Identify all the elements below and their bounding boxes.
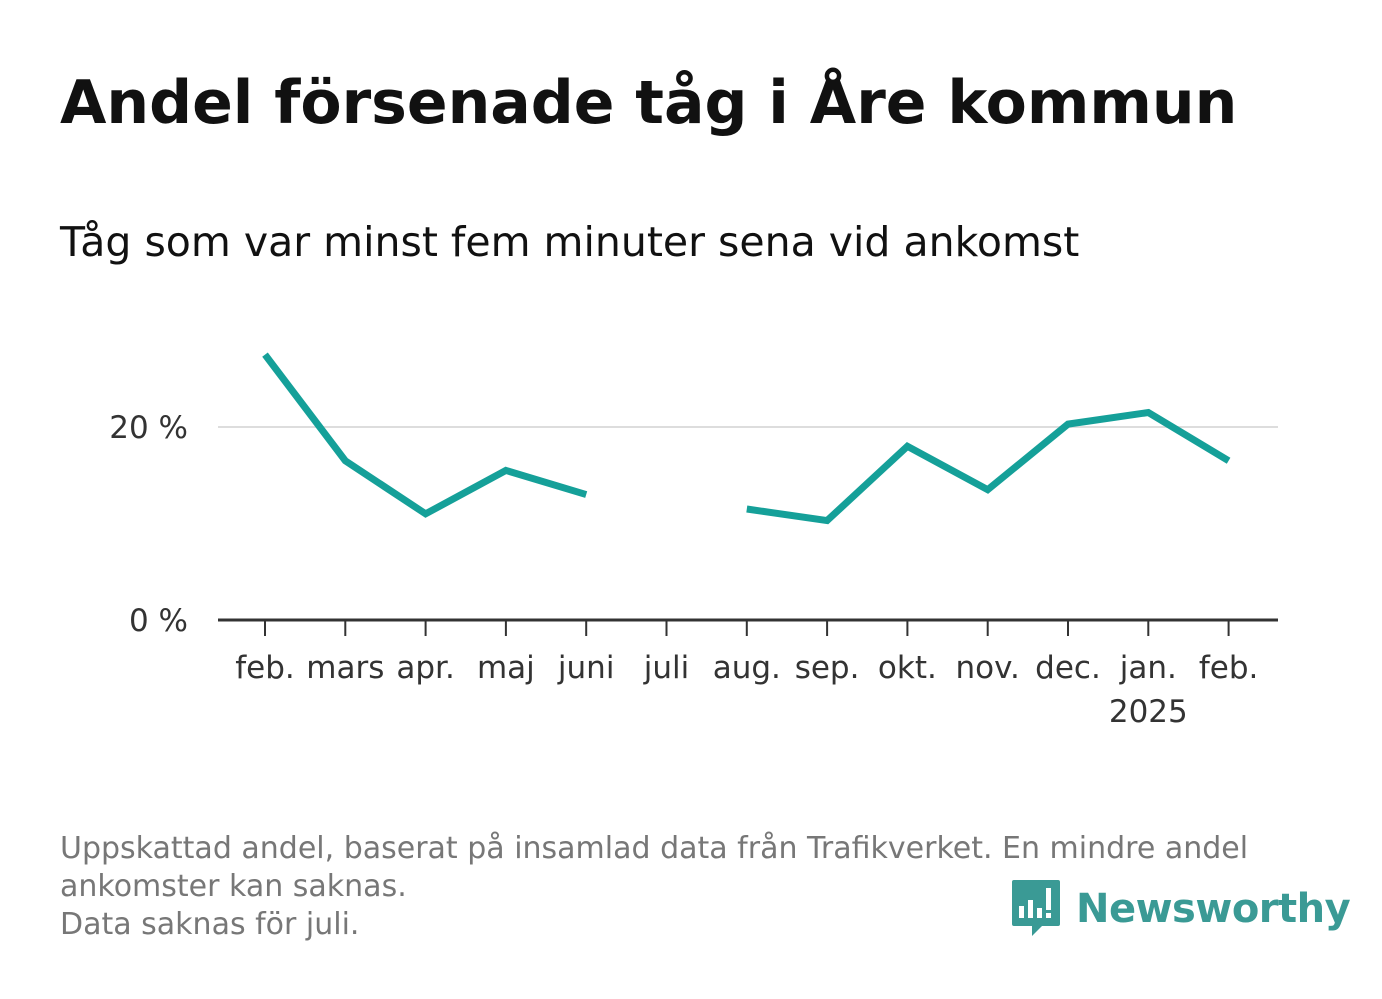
x-tick-label: juli (643, 650, 690, 686)
newsworthy-logo-icon (1012, 880, 1060, 936)
brand-logo: Newsworthy (1010, 878, 1351, 940)
series-line (262, 352, 588, 518)
chart-title: Andel försenade tåg i Åre kommun (60, 68, 1238, 138)
x-tick-label: sep. (795, 650, 860, 686)
footnote-line: Uppskattad andel, baserat på insamlad da… (60, 831, 1249, 866)
x-tick-label: okt. (878, 650, 937, 686)
x-tick-label: juni (557, 650, 615, 686)
line-chart: 0 % 20 % feb. mars apr. maj juni juli aug. sep. ok… (109, 352, 1278, 730)
y-tick-label: 20 % (109, 410, 188, 446)
x-tick-label: feb. (1199, 650, 1259, 686)
x-tick-label: mars (306, 650, 384, 686)
x-tick-label: nov. (955, 650, 1019, 686)
footnotes: Uppskattad andel, baserat på insamlad da… (60, 830, 1320, 944)
chart-subtitle: Tåg som var minst fem minuter sena vid a… (60, 218, 1080, 266)
series-line (746, 408, 1231, 525)
y-tick-label: 0 % (129, 603, 188, 639)
x-tick-label: apr. (396, 650, 454, 686)
x-tick-label: aug. (713, 650, 781, 686)
footnote-line: ankomster kan saknas. (60, 869, 407, 904)
x-tick-label: maj (477, 650, 535, 686)
x-tick-sublabel: 2025 (1109, 694, 1188, 730)
brand-name: Newsworthy (1076, 886, 1351, 932)
x-tick-label: feb. (235, 650, 295, 686)
x-tick-label: dec. (1035, 650, 1101, 686)
x-tick-label: jan. (1119, 650, 1177, 686)
footnote-line: Data saknas för juli. (60, 907, 360, 942)
